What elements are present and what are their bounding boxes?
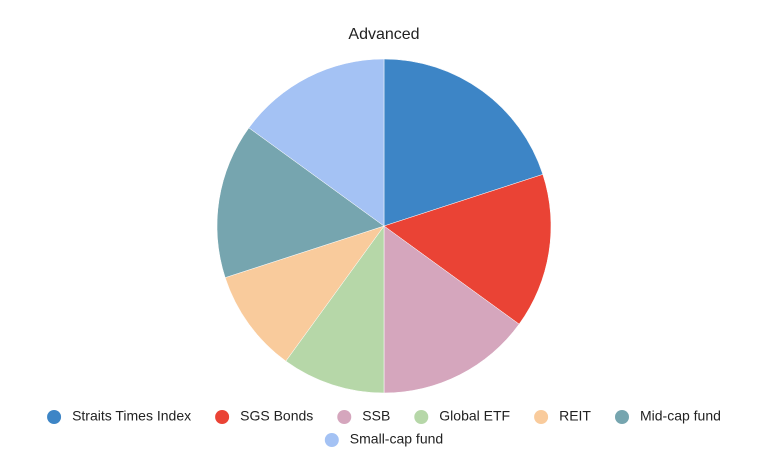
legend-label: Straits Times Index	[72, 408, 191, 424]
legend-label: REIT	[559, 408, 591, 424]
legend-item: SSB	[337, 408, 390, 424]
legend-item: Global ETF	[414, 408, 510, 424]
pie-slice	[383, 58, 544, 227]
legend-marker	[324, 433, 339, 447]
legend-label: Small-cap fund	[350, 431, 443, 447]
legend-marker	[47, 410, 62, 424]
chart-title: Advanced	[348, 26, 419, 43]
legend-label: Mid-cap fund	[640, 408, 721, 424]
legend-label: Global ETF	[439, 408, 510, 424]
legend-marker	[614, 410, 629, 424]
legend-item: Mid-cap fund	[614, 408, 721, 424]
pie-slice	[383, 174, 552, 325]
legend-item: REIT	[534, 408, 591, 424]
pie-slice	[383, 225, 520, 394]
legend-marker	[337, 410, 352, 424]
legend-label: SGS Bonds	[240, 408, 313, 424]
legend-marker	[414, 410, 429, 424]
legend-item: Small-cap fund	[324, 431, 443, 447]
pie-slice	[216, 127, 385, 278]
legend-item: Straits Times Index	[47, 408, 191, 424]
pie-slice	[224, 225, 385, 362]
legend-marker	[215, 410, 230, 424]
legend-item: SGS Bonds	[215, 408, 313, 424]
pie-slice	[285, 225, 385, 394]
pie-slice	[248, 58, 385, 227]
legend-label: SSB	[362, 408, 390, 424]
legend-marker	[534, 410, 549, 424]
